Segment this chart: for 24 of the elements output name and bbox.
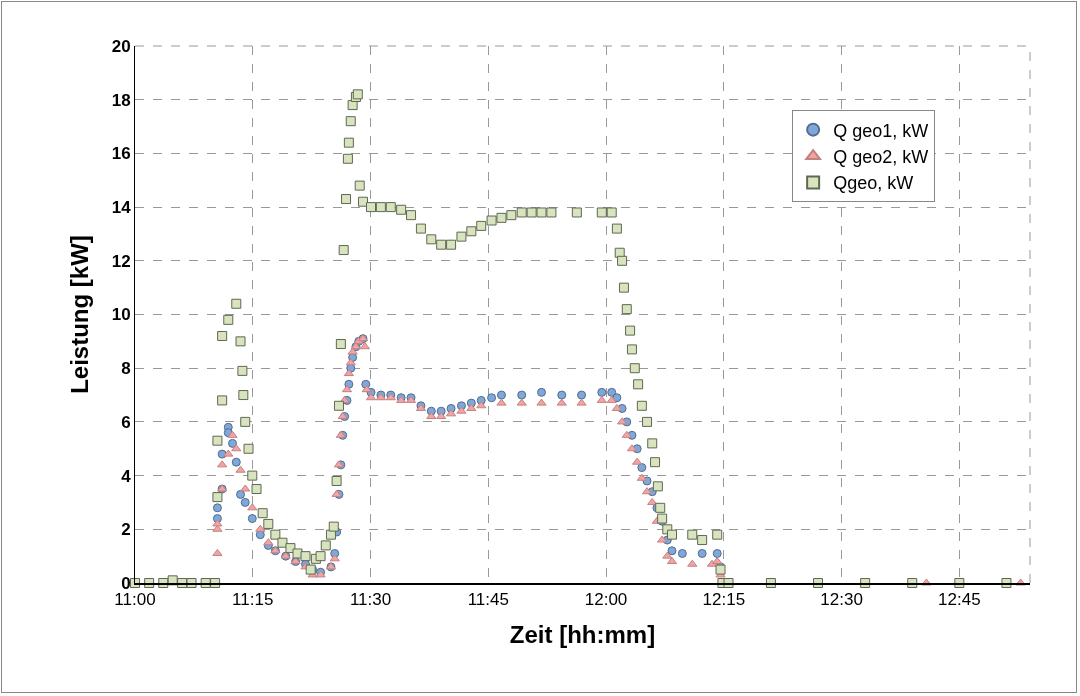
x-tick-label: 12:30 [820,590,863,610]
legend-label: Qgeo, kW [833,173,914,194]
x-tick-label: 12:45 [938,590,981,610]
legend-label: Q geo2, kW [833,147,929,168]
y-tick-label: 18 [111,90,131,110]
y-tick-label: 4 [121,466,132,486]
y-tick-label: 8 [121,359,131,379]
x-tick-label: 11:30 [349,590,392,610]
y-axis-title: Leistung [kW] [65,235,93,394]
x-tick-label: 11:00 [114,590,156,610]
x-axis-title: Zeit [hh:mm] [509,621,656,649]
legend-label: Q geo1, kW [833,120,929,141]
y-tick-label: 6 [121,412,131,432]
y-tick-label: 12 [111,251,131,271]
y-tick-label: 16 [111,144,131,164]
y-tick-label: 14 [111,198,132,218]
x-tick-label: 11:15 [232,590,274,610]
x-tick-label: 12:15 [702,590,746,610]
y-tick-label: 20 [111,36,131,56]
y-tick-label: 2 [121,520,131,540]
y-tick-label: 10 [111,305,131,325]
x-tick-label: 11:45 [467,590,509,610]
y-tick-label: 0 [121,573,131,593]
x-tick-label: 12:00 [584,590,628,610]
